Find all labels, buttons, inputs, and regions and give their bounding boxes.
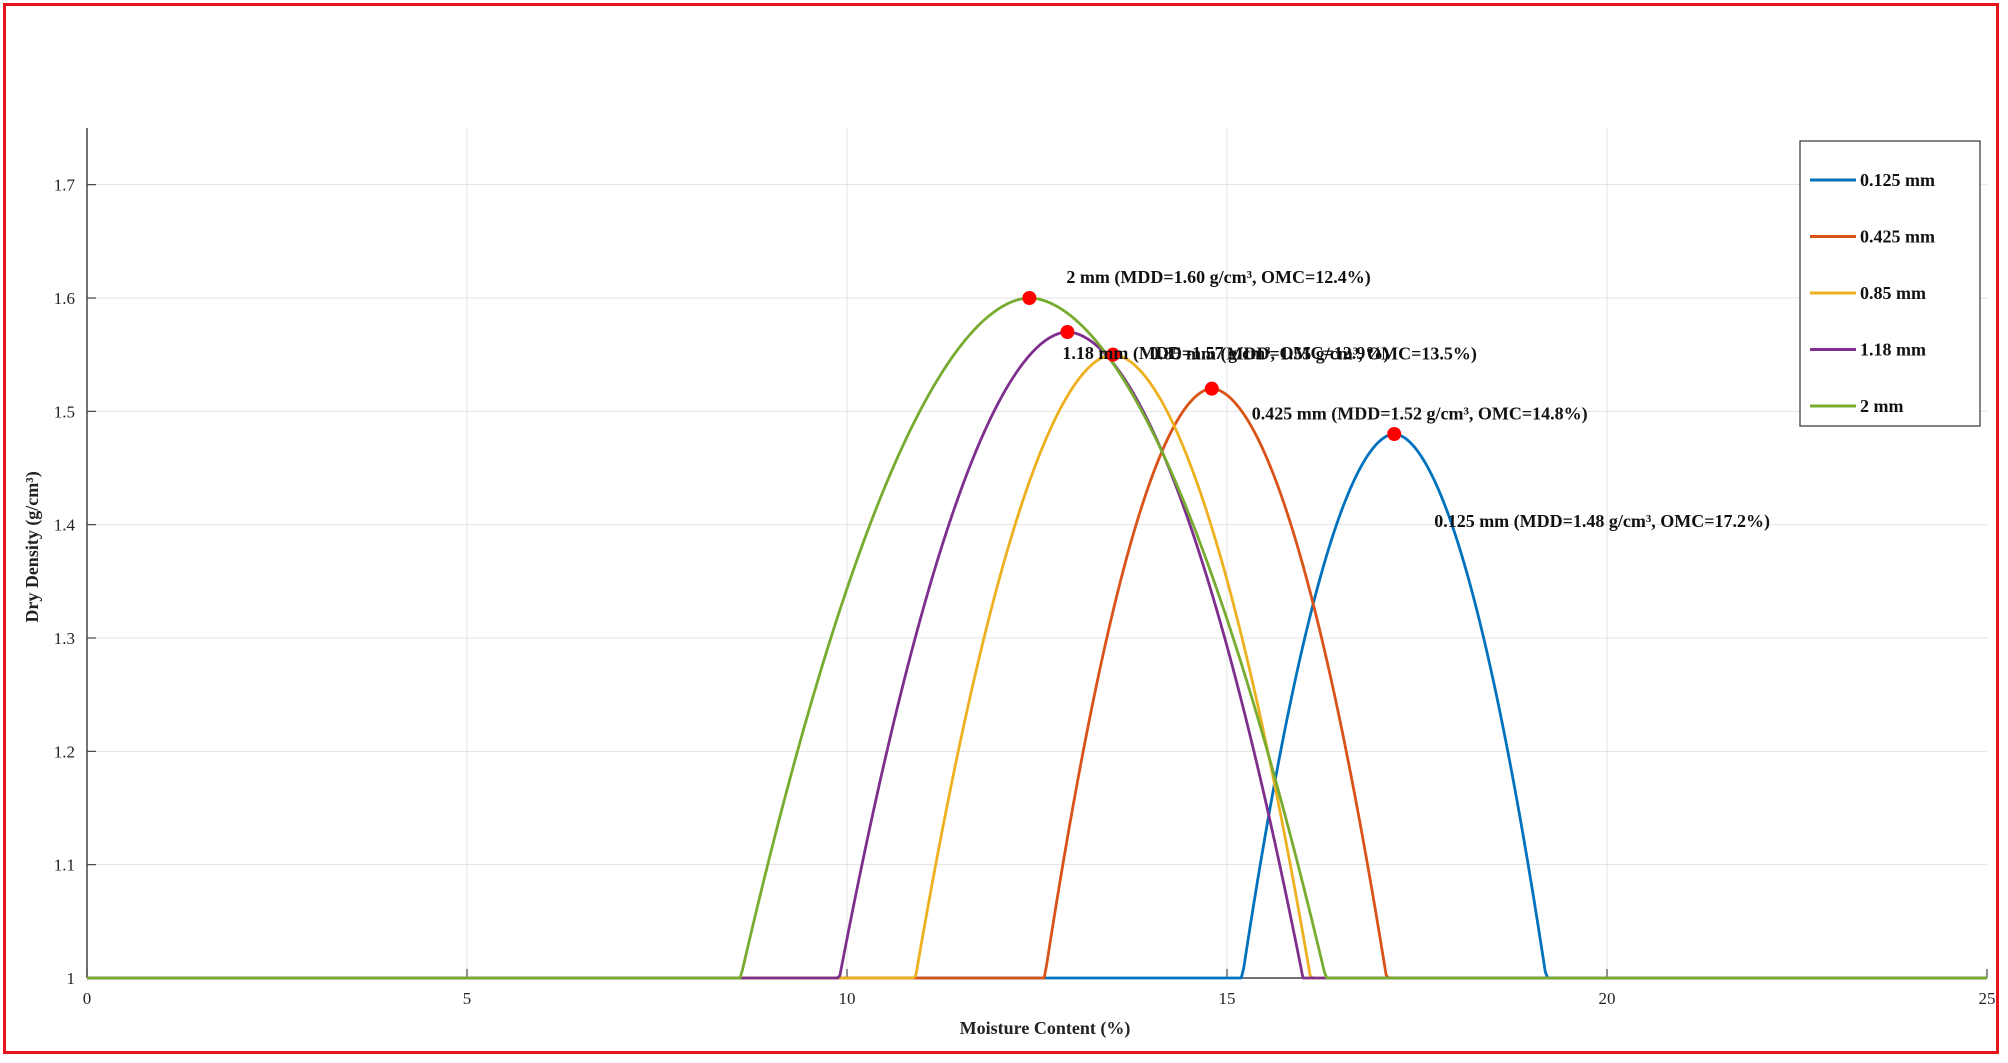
y-tick-label: 1.2 bbox=[54, 742, 75, 761]
annotation-0-125-mm: 0.125 mm (MDD=1.48 g/cm³, OMC=17.2%) bbox=[1434, 511, 1770, 532]
grid bbox=[87, 128, 1987, 978]
x-tick-label: 25 bbox=[1979, 989, 1996, 1008]
x-tick-label: 20 bbox=[1599, 989, 1616, 1008]
series-lines bbox=[87, 296, 1987, 980]
legend-label-0-85-mm: 0.85 mm bbox=[1860, 283, 1926, 303]
peak-marker-0-85-mm bbox=[1106, 347, 1120, 362]
peak-marker-2-mm bbox=[1022, 291, 1037, 305]
peak-marker-0-125-mm bbox=[1387, 427, 1402, 441]
y-tick-label: 1.3 bbox=[54, 629, 75, 648]
x-axis-title: Moisture Content (%) bbox=[960, 1018, 1131, 1039]
x-tick-label: 15 bbox=[1219, 989, 1236, 1008]
series-line-0-85-mm bbox=[87, 353, 1987, 980]
legend: 0.125 mm 0.425 mm 0.85 mm 1.18 mm 2 mm bbox=[1799, 140, 1981, 427]
axes: 0 5 10 15 20 25 1 1.1 1.2 1.3 1.4 1.5 1.6 1.7 bbox=[54, 128, 1996, 1008]
y-tick-label: 1.7 bbox=[54, 176, 76, 195]
x-tick-label: 0 bbox=[83, 989, 92, 1008]
series-line-0-425-mm bbox=[87, 387, 1987, 980]
annotation-2-mm: 2 mm (MDD=1.60 g/cm³, OMC=12.4%) bbox=[1066, 267, 1370, 288]
x-tick-label: 5 bbox=[463, 989, 472, 1008]
y-tick-label: 1.6 bbox=[54, 289, 75, 308]
legend-label-1-18-mm: 1.18 mm bbox=[1860, 340, 1926, 360]
figure-frame bbox=[3, 3, 1999, 1054]
legend-label-2-mm: 2 mm bbox=[1860, 396, 1904, 416]
legend-label-0-125-mm: 0.125 mm bbox=[1860, 170, 1935, 190]
annotation-0-425-mm: 0.425 mm (MDD=1.52 g/cm³, OMC=14.8%) bbox=[1252, 404, 1588, 425]
y-tick-label: 1 bbox=[67, 969, 76, 988]
legend-label-0-425-mm: 0.425 mm bbox=[1860, 227, 1935, 247]
annotation-0-85-mm: 0.85 mm (MDD=1.55 g/cm³, OMC=13.5%) bbox=[1150, 344, 1477, 365]
peak-marker-0-425-mm bbox=[1204, 381, 1219, 396]
annotations: 0.125 mm (MDD=1.48 g/cm³, OMC=17.2%) 0.42… bbox=[1062, 267, 1770, 532]
y-tick-label: 1.5 bbox=[54, 402, 75, 421]
series-line-2-mm bbox=[87, 296, 1987, 980]
y-tick-label: 1.1 bbox=[54, 856, 75, 875]
peak-marker-1-18-mm bbox=[1060, 325, 1075, 339]
y-tick-label: 1.4 bbox=[54, 516, 76, 535]
x-tick-label: 10 bbox=[839, 989, 856, 1008]
series-line-1-18-mm bbox=[87, 330, 1987, 980]
y-axis-title: Dry Density (g/cm³) bbox=[22, 471, 43, 622]
peak-markers bbox=[1022, 291, 1402, 441]
annotation-1-18-mm: 1.18 mm (MDD=1.57 g/cm³, OMC=12.9%) bbox=[1062, 343, 1389, 364]
legend-box bbox=[1799, 140, 1981, 427]
